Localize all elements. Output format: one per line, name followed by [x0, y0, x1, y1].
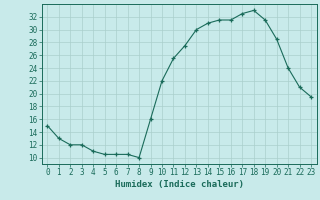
X-axis label: Humidex (Indice chaleur): Humidex (Indice chaleur) — [115, 180, 244, 189]
